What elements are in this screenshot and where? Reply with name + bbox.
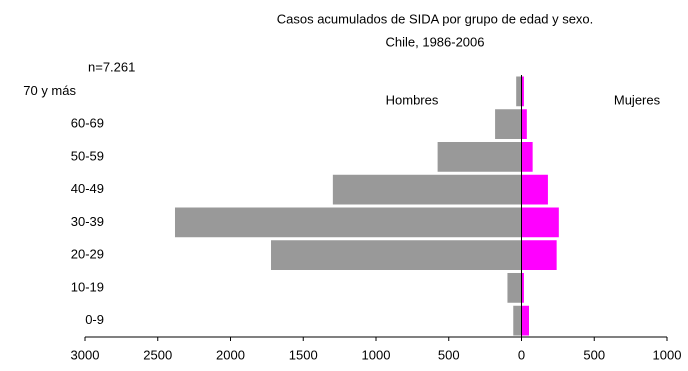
x-tick-label: 2500 [143,347,172,362]
y-tick-label: 20-29 [71,247,104,262]
y-tick-label: 10-19 [71,279,104,294]
bar [521,239,558,271]
chart-title: Casos acumulados de SIDA por grupo de ed… [277,11,594,26]
x-tick-label: 1000 [362,347,391,362]
bar [521,141,534,173]
x-tick-label: 3000 [71,347,100,362]
x-tick-label: 1000 [653,347,682,362]
legend-label: Mujeres [614,92,661,107]
bar [436,141,522,173]
bar [521,206,560,239]
y-tick-label: 50-59 [71,148,104,163]
bar [521,304,531,337]
legend-label: Hombres [386,92,439,107]
y-tick-label: 0-9 [85,312,104,327]
x-tick-label: 1500 [289,347,318,362]
bar [506,272,523,304]
bar [515,75,522,108]
y-tick-label: 40-49 [71,181,104,196]
y-tick-label: 30-39 [71,214,104,229]
x-tick-label: 2000 [216,347,245,362]
y-tick-label: 70 y más [23,83,76,98]
y-tick-label: 60-69 [71,116,104,131]
x-tick-label: 500 [438,347,460,362]
bar [173,206,522,239]
x-tick-label: 0 [518,347,525,362]
chart-subtitle: Chile, 1986-2006 [385,34,484,49]
bar [270,239,523,271]
bar [494,108,522,140]
annotation: n=7.261 [88,59,135,74]
bar [331,173,522,206]
bar [521,173,549,206]
bar [512,304,523,337]
bar [521,108,528,140]
x-tick-label: 500 [583,347,605,362]
